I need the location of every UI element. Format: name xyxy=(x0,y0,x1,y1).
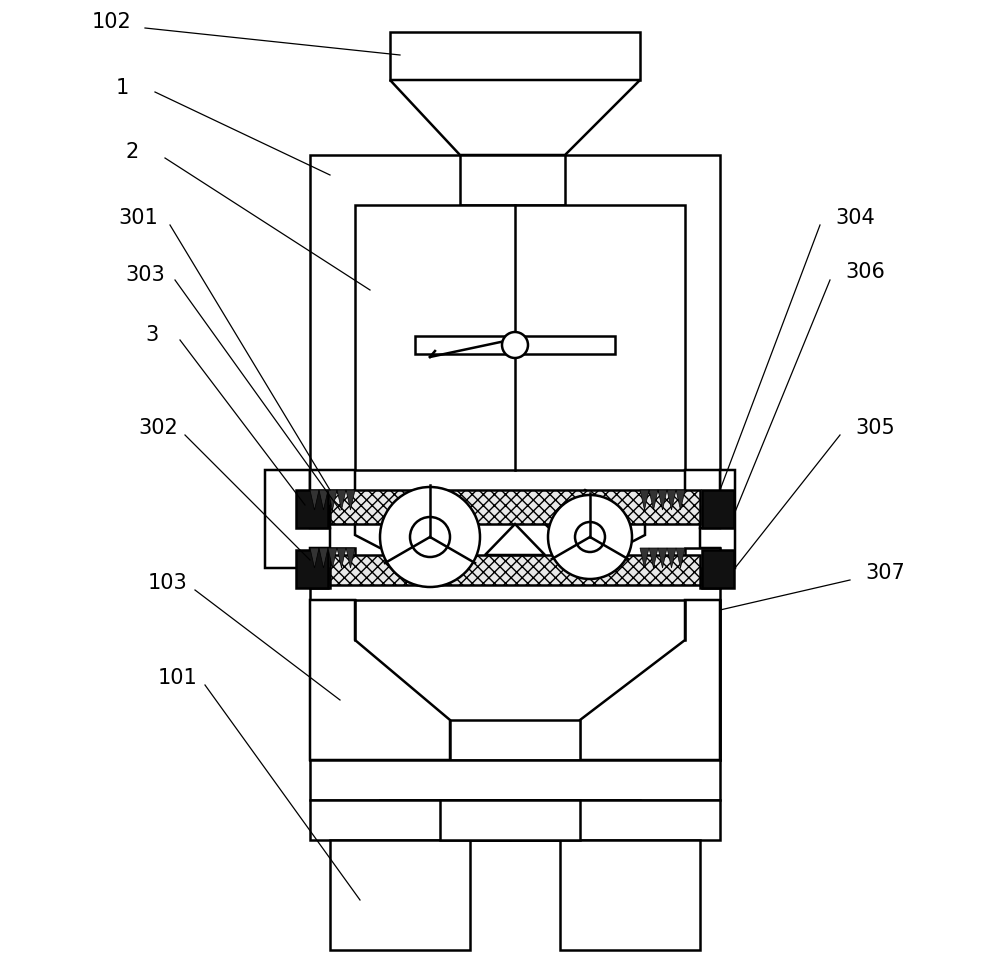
Bar xyxy=(560,840,700,950)
Polygon shape xyxy=(337,548,346,568)
Bar xyxy=(415,336,510,354)
Bar xyxy=(355,205,685,470)
Polygon shape xyxy=(346,490,355,510)
Polygon shape xyxy=(640,548,649,568)
Circle shape xyxy=(502,332,528,358)
Polygon shape xyxy=(337,490,346,510)
Polygon shape xyxy=(310,490,319,510)
Polygon shape xyxy=(649,490,658,510)
Circle shape xyxy=(410,517,450,557)
Text: 301: 301 xyxy=(118,208,158,228)
Polygon shape xyxy=(658,490,667,510)
Bar xyxy=(702,490,734,528)
Bar xyxy=(380,800,510,840)
Bar xyxy=(702,550,734,588)
Bar xyxy=(520,336,615,354)
Polygon shape xyxy=(640,490,649,510)
Bar xyxy=(310,155,720,760)
Polygon shape xyxy=(319,548,328,568)
Polygon shape xyxy=(310,600,450,760)
Circle shape xyxy=(380,487,480,587)
Polygon shape xyxy=(319,490,328,510)
Text: 1: 1 xyxy=(115,78,129,98)
Text: 306: 306 xyxy=(845,262,885,282)
Bar xyxy=(330,490,700,524)
Bar xyxy=(510,800,640,840)
Polygon shape xyxy=(685,548,720,588)
Polygon shape xyxy=(328,490,337,510)
Circle shape xyxy=(548,495,632,579)
Polygon shape xyxy=(667,490,676,510)
Bar xyxy=(296,490,328,528)
Bar xyxy=(390,32,640,80)
Polygon shape xyxy=(390,80,640,155)
Text: 307: 307 xyxy=(865,563,905,583)
Text: 102: 102 xyxy=(92,12,132,32)
Bar xyxy=(440,800,580,840)
Polygon shape xyxy=(485,524,545,555)
Polygon shape xyxy=(346,548,355,568)
Text: 2: 2 xyxy=(125,142,139,162)
Bar xyxy=(296,550,328,588)
Polygon shape xyxy=(676,490,685,510)
Polygon shape xyxy=(355,490,455,548)
Circle shape xyxy=(575,522,605,552)
Polygon shape xyxy=(310,548,355,588)
Bar xyxy=(450,720,580,760)
Bar xyxy=(330,555,700,585)
Polygon shape xyxy=(265,470,330,568)
Polygon shape xyxy=(580,600,720,760)
Polygon shape xyxy=(676,548,685,568)
Text: 305: 305 xyxy=(855,418,895,438)
Polygon shape xyxy=(328,548,337,568)
Bar xyxy=(310,800,720,840)
Text: 304: 304 xyxy=(835,208,875,228)
Polygon shape xyxy=(310,470,355,528)
Text: 3: 3 xyxy=(145,325,159,345)
Bar xyxy=(310,600,720,760)
Bar xyxy=(330,840,470,950)
Polygon shape xyxy=(649,548,658,568)
Polygon shape xyxy=(700,470,735,568)
Polygon shape xyxy=(545,490,645,548)
Text: 101: 101 xyxy=(158,668,198,688)
Text: 103: 103 xyxy=(148,573,188,593)
Text: 303: 303 xyxy=(125,265,165,285)
Polygon shape xyxy=(667,548,676,568)
Polygon shape xyxy=(685,470,720,528)
Bar xyxy=(460,155,565,205)
Polygon shape xyxy=(310,548,319,568)
Text: 302: 302 xyxy=(138,418,178,438)
Polygon shape xyxy=(658,548,667,568)
Bar xyxy=(310,760,720,800)
